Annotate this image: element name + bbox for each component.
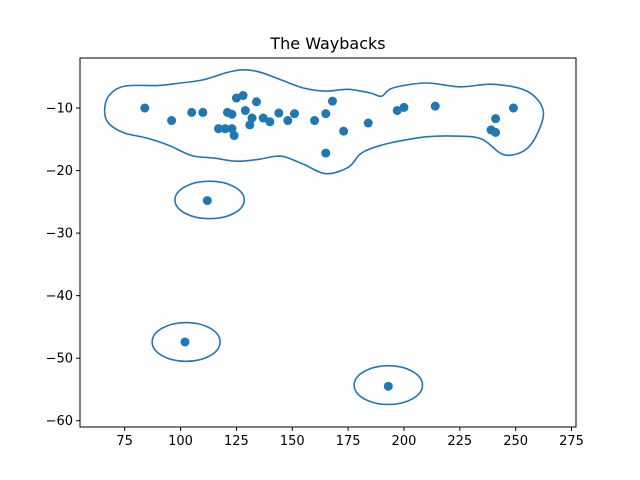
data-point [327,96,337,106]
y-tick-label: −20 [46,164,73,179]
data-point [392,106,402,116]
cluster-outlines [103,69,545,406]
data-point [238,91,248,101]
data-point [247,113,257,123]
x-tick-label: 125 [224,434,249,449]
data-point [274,108,284,118]
data-point [383,381,393,391]
data-point [258,113,268,123]
data-point [289,109,299,119]
data-point [227,109,237,119]
data-point [321,148,331,158]
x-tick-label: 150 [280,434,305,449]
data-point [167,116,177,126]
x-tick-label: 275 [559,434,584,449]
data-point [491,127,501,137]
y-tick-label: −30 [46,227,73,242]
data-point [283,116,293,126]
x-tick-label: 200 [392,434,417,449]
data-point [227,124,237,134]
data-point [229,131,239,141]
data-point [214,124,224,134]
y-tick-label: −10 [46,102,73,117]
data-point [187,107,197,117]
x-tick-label: 75 [116,434,133,449]
data-point [491,114,501,124]
data-point [321,109,331,119]
cluster-outline-2 [151,321,221,363]
x-tick-label: 175 [336,434,361,449]
y-tick-label: −40 [46,289,73,304]
data-point [310,116,320,126]
data-point [339,126,349,136]
axes: 75 100 125 150 175 200 225 250 275 −10 −20 −30 −40 −5… [46,57,584,449]
x-tick-label: 100 [168,434,193,449]
data-point [265,117,275,127]
y-tick-label: −50 [46,352,73,367]
y-tick-label: −60 [46,414,73,429]
data-point [202,196,212,206]
data-point [399,102,409,112]
data-point [180,337,190,347]
plot-frame [79,57,577,428]
data-point [508,103,518,113]
data-point [140,103,150,113]
data-point [430,101,440,111]
chart-title: The Waybacks [269,34,385,53]
x-tick-label: 225 [447,434,472,449]
data-point [252,97,262,107]
data-point [363,118,373,128]
data-points [140,91,518,391]
cluster-outline-1 [174,180,246,220]
cluster-outline-0 [103,69,545,175]
cluster-outline-3 [353,364,424,406]
data-point [220,124,230,134]
data-point [240,106,250,116]
data-point [198,107,208,117]
x-tick-label: 250 [503,434,528,449]
data-point [245,120,255,130]
